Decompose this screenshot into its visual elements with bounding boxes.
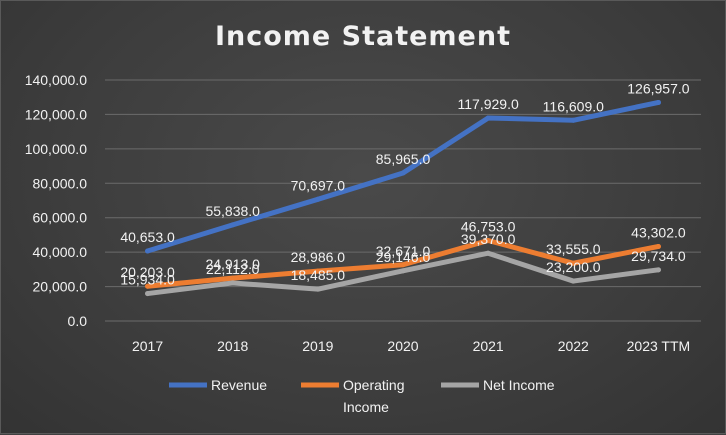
y-tick-label: 20,000.0 — [33, 279, 88, 295]
data-label: 55,838.0 — [205, 203, 260, 219]
data-label: 20,203.0 — [120, 264, 175, 280]
x-tick-label: 2022 — [558, 338, 589, 354]
data-label: 29,146.0 — [376, 249, 431, 265]
data-label: 15,934.0 — [120, 272, 175, 288]
data-point — [315, 196, 321, 202]
x-tick-label: 2020 — [387, 338, 418, 354]
y-tick-label: 120,000.0 — [25, 106, 87, 122]
data-point — [145, 283, 151, 289]
legend-label: Net Income — [483, 377, 555, 393]
gridlines — [105, 79, 701, 322]
series-lines — [145, 99, 661, 297]
legend-label: Revenue — [211, 377, 267, 393]
data-label: 29,734.0 — [631, 248, 686, 264]
y-tick-label: 40,000.0 — [33, 244, 88, 260]
data-point — [485, 238, 491, 244]
data-label: 126,957.0 — [627, 80, 689, 96]
data-point — [570, 260, 576, 266]
x-tick-label: 2023 TTM — [627, 338, 691, 354]
series-line — [145, 99, 661, 254]
data-label: 46,753.0 — [461, 219, 516, 235]
data-label: 117,929.0 — [458, 96, 519, 112]
data-label: 28,986.0 — [291, 249, 346, 265]
x-tick-label: 2017 — [132, 338, 163, 354]
data-label: 23,200.0 — [546, 259, 601, 275]
y-axis-ticks: 0.0 20,000.0 40,000.0 60,000.0 80,000.0 100,0… — [25, 72, 88, 329]
data-label: 116,609.0 — [543, 98, 604, 114]
data-point — [400, 170, 406, 176]
data-point — [655, 99, 661, 105]
data-point — [655, 267, 661, 273]
data-point — [145, 291, 151, 297]
data-label: 39,370.0 — [461, 231, 516, 247]
data-point — [230, 280, 236, 286]
data-point — [485, 115, 491, 121]
data-point — [315, 286, 321, 292]
legend-label: Operating — [343, 377, 404, 393]
data-point — [400, 268, 406, 274]
data-label: 18,485.0 — [291, 267, 346, 283]
data-label: 40,653.0 — [120, 229, 175, 245]
y-tick-label: 60,000.0 — [33, 210, 88, 226]
data-point — [485, 250, 491, 256]
legend-label: Income — [343, 399, 389, 415]
y-tick-label: 0.0 — [68, 313, 88, 329]
x-tick-label: 2021 — [473, 338, 504, 354]
data-label: 70,697.0 — [291, 177, 346, 193]
x-tick-label: 2018 — [217, 338, 248, 354]
data-label: 85,965.0 — [376, 151, 431, 167]
data-label: 33,555.0 — [546, 241, 601, 257]
y-tick-label: 140,000.0 — [25, 72, 87, 88]
data-point — [655, 243, 661, 249]
data-point — [230, 222, 236, 228]
data-label: 24,913.0 — [205, 256, 260, 272]
y-tick-label: 100,000.0 — [25, 141, 87, 157]
data-point — [315, 268, 321, 274]
data-label: 43,302.0 — [631, 224, 686, 240]
x-tick-label: 2019 — [302, 338, 333, 354]
chart-title: Income Statement — [215, 21, 511, 52]
y-tick-label: 80,000.0 — [33, 175, 88, 191]
legend: Revenue Operating Income Net Income — [169, 377, 555, 415]
data-point — [145, 248, 151, 254]
data-point — [230, 275, 236, 281]
data-point — [400, 262, 406, 268]
x-axis-ticks: 2017 2018 2019 2020 2021 2022 2023 TTM — [132, 338, 690, 354]
data-point — [570, 117, 576, 123]
data-point — [570, 278, 576, 284]
data-label: 22,112.0 — [206, 261, 260, 277]
data-label: 32,671.0 — [376, 243, 431, 259]
data-labels: 40,653.0 55,838.0 70,697.0 85,965.0 117,929.… — [120, 80, 689, 287]
